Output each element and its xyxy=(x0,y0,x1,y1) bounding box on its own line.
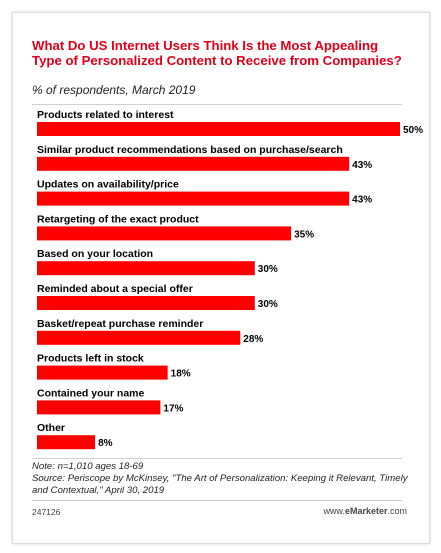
value-label: 35% xyxy=(294,229,314,240)
value-label: 50% xyxy=(403,125,423,136)
bar xyxy=(37,122,400,136)
category-label: Retargeting of the exact product xyxy=(37,213,199,225)
bar xyxy=(37,226,292,241)
bar xyxy=(37,330,241,345)
bar xyxy=(37,191,350,206)
value-label: 30% xyxy=(258,264,278,275)
note-text: Note: n=1,010 ages 18-69 xyxy=(32,461,144,472)
bottom-divider xyxy=(32,458,402,459)
chart-id: 247126 xyxy=(32,507,61,517)
bar xyxy=(37,365,168,380)
value-label: 30% xyxy=(258,299,278,310)
value-label: 43% xyxy=(352,195,372,206)
value-label: 18% xyxy=(171,369,191,380)
category-label: Products related to interest xyxy=(37,109,174,121)
bar xyxy=(37,435,96,450)
category-label: Other xyxy=(37,422,65,434)
value-label: 28% xyxy=(243,334,263,345)
source-text: Source: Periscope by McKinsey, "The Art … xyxy=(32,473,408,496)
bar xyxy=(37,400,161,415)
category-label: Reminded about a special offer xyxy=(37,283,193,295)
bar xyxy=(37,296,255,310)
category-label: Based on your location xyxy=(37,248,153,260)
top-divider xyxy=(32,104,402,105)
bar xyxy=(37,156,350,171)
brand-suffix: .com xyxy=(387,506,407,516)
brand-prefix: www. xyxy=(323,506,345,516)
chart-title: What Do US Internet Users Think Is the M… xyxy=(32,38,402,68)
category-label: Basket/repeat purchase reminder xyxy=(37,318,203,330)
bar xyxy=(37,261,255,276)
category-label: Updates on availability/price xyxy=(37,179,179,191)
value-label: 17% xyxy=(163,403,183,414)
brand-name: eMarketer xyxy=(344,506,388,516)
category-label: Products left in stock xyxy=(37,353,144,365)
value-label: 43% xyxy=(352,160,372,171)
value-label: 8% xyxy=(98,438,113,449)
chart-notes: Note: n=1,010 ages 18-69 Source: Perisco… xyxy=(32,461,412,497)
category-label: Similar product recommendations based on… xyxy=(37,144,343,156)
footer-divider xyxy=(32,500,402,501)
chart-subtitle: % of respondents, March 2019 xyxy=(32,83,196,97)
brand-logo: www.eMarketer.com xyxy=(323,506,407,516)
chart-card xyxy=(12,12,430,544)
category-label: Contained your name xyxy=(37,387,145,399)
